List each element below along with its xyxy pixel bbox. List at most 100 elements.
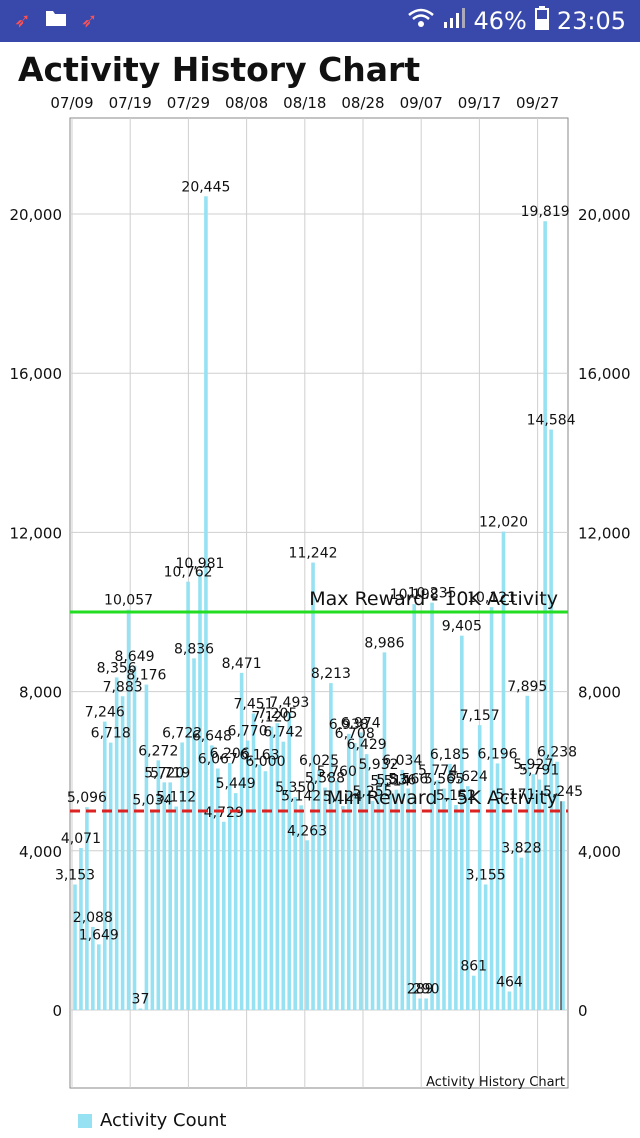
bar-value-label: 6,429 [347,737,387,753]
bar [543,221,547,1010]
bar-value-label: 5,760 [317,764,357,780]
bar [358,732,363,1010]
bar-value-label: 1,649 [79,927,119,943]
bar-value-label: 7,451 [233,696,273,712]
bar-value-label: 8,176 [126,668,166,684]
bar [341,806,345,1010]
bar [370,800,375,1010]
bar-value-label: 5,774 [418,763,458,779]
bar [204,196,208,1010]
bar-value-label: 5,536 [376,773,416,789]
bar-value-label: 5,112 [156,790,196,806]
bar-value-label: 6,722 [162,725,202,741]
bar [406,788,411,1010]
limit-line-label: Min Reward - 5K Activity [327,787,558,809]
bar [132,665,137,1010]
bar [85,807,89,1010]
bar-value-label: 290 [413,981,440,997]
bar-value-label: 5,927 [513,757,553,773]
bar [430,602,434,1010]
bar-value-label: 8,471 [222,656,262,672]
bar-value-label: 5,245 [543,784,583,800]
bar-value-label: 5,152 [436,788,476,804]
bar-value-label: 5,124 [323,789,363,805]
bar [477,725,482,1010]
y-tick-label-right: 8,000 [578,684,621,702]
bar-value-label: 5,171 [495,787,535,803]
bar [525,695,530,1010]
bar [460,635,464,1010]
bar-value-label: 7,120 [251,710,291,726]
bar-value-label: 14,584 [527,413,576,429]
bar [162,782,167,1010]
bar-value-label: 10,121 [467,590,516,606]
bar [168,782,173,1010]
bar-value-label: 37 [132,992,150,1008]
bar [257,764,262,1010]
bar-value-label: 8,986 [364,635,404,651]
y-tick-label-right: 12,000 [578,524,631,542]
bar [364,754,369,1010]
bar-value-label: 4,071 [61,831,101,847]
clock: 23:05 [556,7,626,35]
bar-value-label: 464 [496,975,523,991]
plot-frame [69,117,569,1089]
bar-value-label: 6,163 [239,748,279,764]
bar [227,763,232,1010]
bar [144,684,149,1010]
x-tick-label: 07/09 [50,94,93,112]
bar [221,821,226,1010]
bar-value-label: 5,096 [67,790,107,806]
bar-value-label: 10,057 [104,593,153,609]
bar [329,683,333,1010]
bar-value-label: 4,729 [204,805,244,821]
bar-value-label: 10,198 [390,587,439,603]
bar [108,742,113,1010]
bar-value-label: 6,708 [335,726,375,742]
bar [376,773,381,1010]
bar [299,805,303,1010]
y-tick-label-right: 0 [578,1002,588,1020]
battery-percent: 46% [473,7,527,35]
bar [501,531,506,1010]
folder-icon [45,9,67,31]
bar [245,740,250,1010]
bar-value-label: 6,938 [329,717,369,733]
bar-value-label: 5,624 [448,769,488,785]
bar [73,884,77,1010]
bar [150,809,155,1010]
activity-chart[interactable]: 07/09 07/19 07/29 08/08 08/18 08/28 09/07 09/17… [0,86,640,1096]
bar [186,581,190,1010]
bar [311,562,315,1010]
bar [400,769,405,1010]
chart-description: Activity History Chart [426,1075,565,1090]
bar-value-label: 3,828 [501,841,541,857]
bar [287,711,292,1010]
bar [192,658,196,1010]
battery-icon [534,6,549,36]
bar-value-label: 6,185 [430,747,470,763]
bar [91,926,95,1010]
bar-value-label: 8,649 [114,649,154,665]
y-tick-label-right: 16,000 [578,365,631,383]
bar-value-label: 12,020 [479,515,528,531]
bar [483,884,488,1010]
bar [489,607,494,1010]
x-tick-label: 09/17 [458,94,501,112]
page-title: Activity History Chart [18,50,421,89]
y-tick-label-left: 20,000 [10,206,63,224]
bar-value-label: 8,356 [97,660,137,676]
bar-value-label: 10,235 [408,586,457,602]
bar-value-label: 6,206 [210,746,250,762]
x-tick-label: 07/29 [167,94,210,112]
bar [471,975,476,1010]
bar-value-label: 861 [460,959,487,975]
bar [507,991,512,1010]
bar-value-label: 6,067 [198,752,238,768]
bar-value-label: 5,350 [275,780,315,796]
bar-value-label: 6,742 [263,725,303,741]
bar-value-label: 6,974 [341,715,381,731]
bar-value-label: 3,155 [466,867,506,883]
bar [537,779,541,1010]
bar-value-label: 8,836 [174,641,214,657]
